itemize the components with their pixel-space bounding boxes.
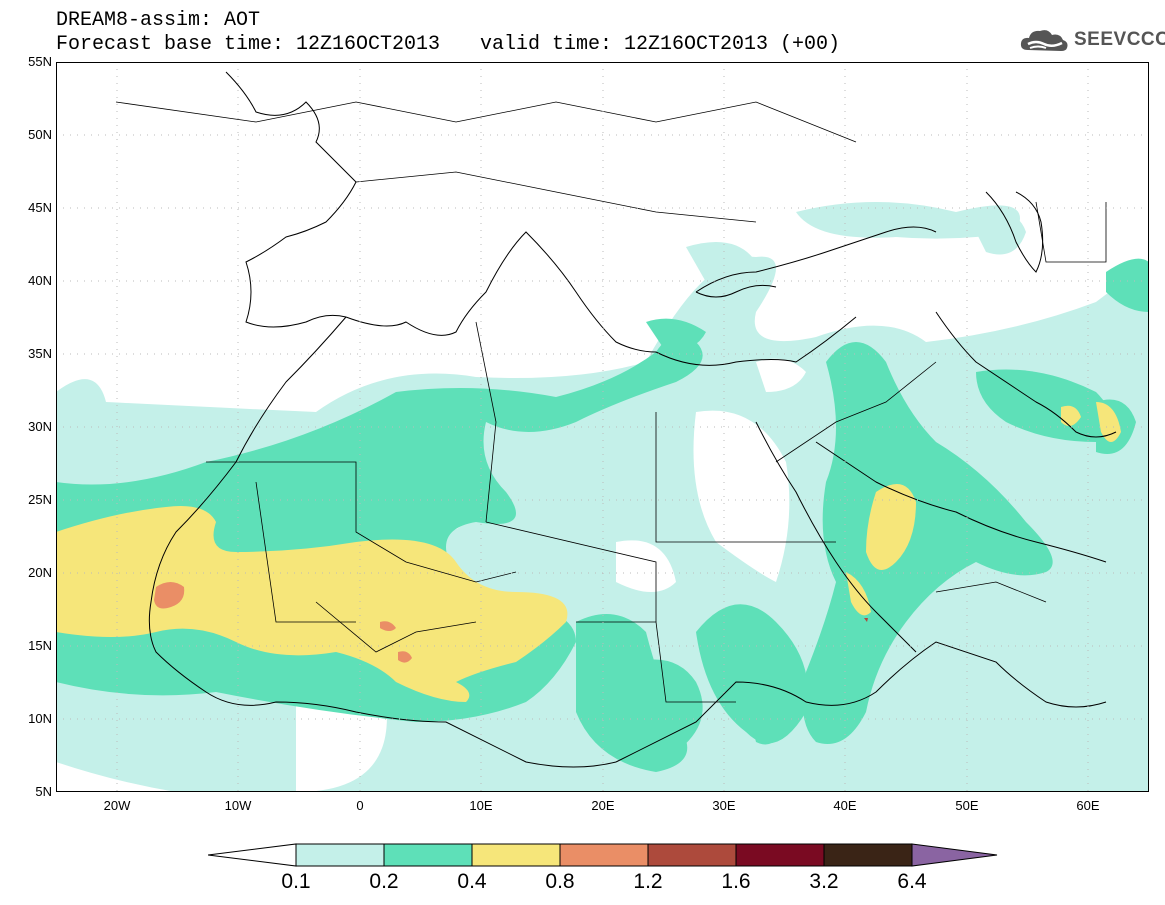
valid-time: valid time: 12Z16OCT2013 (+00)	[480, 33, 841, 56]
aot-map	[56, 62, 1149, 792]
lon-label: 40E	[833, 798, 857, 813]
lat-label: 30N	[28, 419, 52, 434]
lon-label: 30E	[712, 798, 736, 813]
colorbar-segment	[823, 843, 913, 867]
lat-label: 35N	[28, 346, 52, 361]
cloud-icon	[1020, 30, 1068, 51]
colorbar-label: 0.2	[369, 870, 399, 893]
lon-label: 0	[356, 798, 364, 813]
aot-layer-0-8	[154, 582, 412, 663]
colorbar-segment	[471, 843, 561, 867]
map-title: DREAM8-assim: AOT	[56, 9, 261, 32]
plot-frame	[56, 62, 1149, 792]
lat-label: 25N	[28, 492, 52, 507]
graticule	[56, 62, 1149, 792]
lon-label: 20W	[103, 798, 131, 813]
colorbar-label: 0.4	[457, 870, 487, 893]
lat-label: 55N	[28, 54, 52, 69]
colorbar-label: 3.2	[809, 870, 839, 893]
lon-label: 60E	[1076, 798, 1100, 813]
lat-label: 10N	[28, 711, 52, 726]
lat-label: 50N	[28, 127, 52, 142]
lat-label: 5N	[35, 784, 52, 799]
colorbar-label: 0.8	[545, 870, 575, 893]
lat-label: 15N	[28, 638, 52, 653]
colorbar-label: 1.2	[633, 870, 663, 893]
colorbar-segment	[647, 843, 737, 867]
colorbar-label: 1.6	[721, 870, 751, 893]
colorbar-segment	[295, 843, 385, 867]
colorbar	[208, 843, 998, 867]
lon-label: 10W	[224, 798, 252, 813]
seevccc-logo: SEEVCCC	[1018, 26, 1165, 54]
colorbar-segment	[208, 843, 297, 867]
colorbar-segment	[559, 843, 649, 867]
aot-layer-1-2	[864, 618, 868, 622]
lat-label: 40N	[28, 273, 52, 288]
lon-label: 50E	[955, 798, 979, 813]
colorbar-segment	[383, 843, 473, 867]
colorbar-segment	[735, 843, 825, 867]
colorbar-segment	[911, 843, 998, 867]
lat-label: 20N	[28, 565, 52, 580]
lon-label: 20E	[591, 798, 615, 813]
borders	[115, 101, 1107, 703]
colorbar-label: 6.4	[897, 870, 927, 893]
logo-text: SEEVCCC	[1074, 29, 1165, 50]
lon-label: 10E	[469, 798, 493, 813]
lat-label: 45N	[28, 200, 52, 215]
coastlines	[148, 71, 1117, 768]
aot-layer-0-4	[56, 402, 1121, 702]
forecast-base-time: Forecast base time: 12Z16OCT2013	[56, 33, 441, 56]
colorbar-label: 0.1	[281, 870, 311, 893]
